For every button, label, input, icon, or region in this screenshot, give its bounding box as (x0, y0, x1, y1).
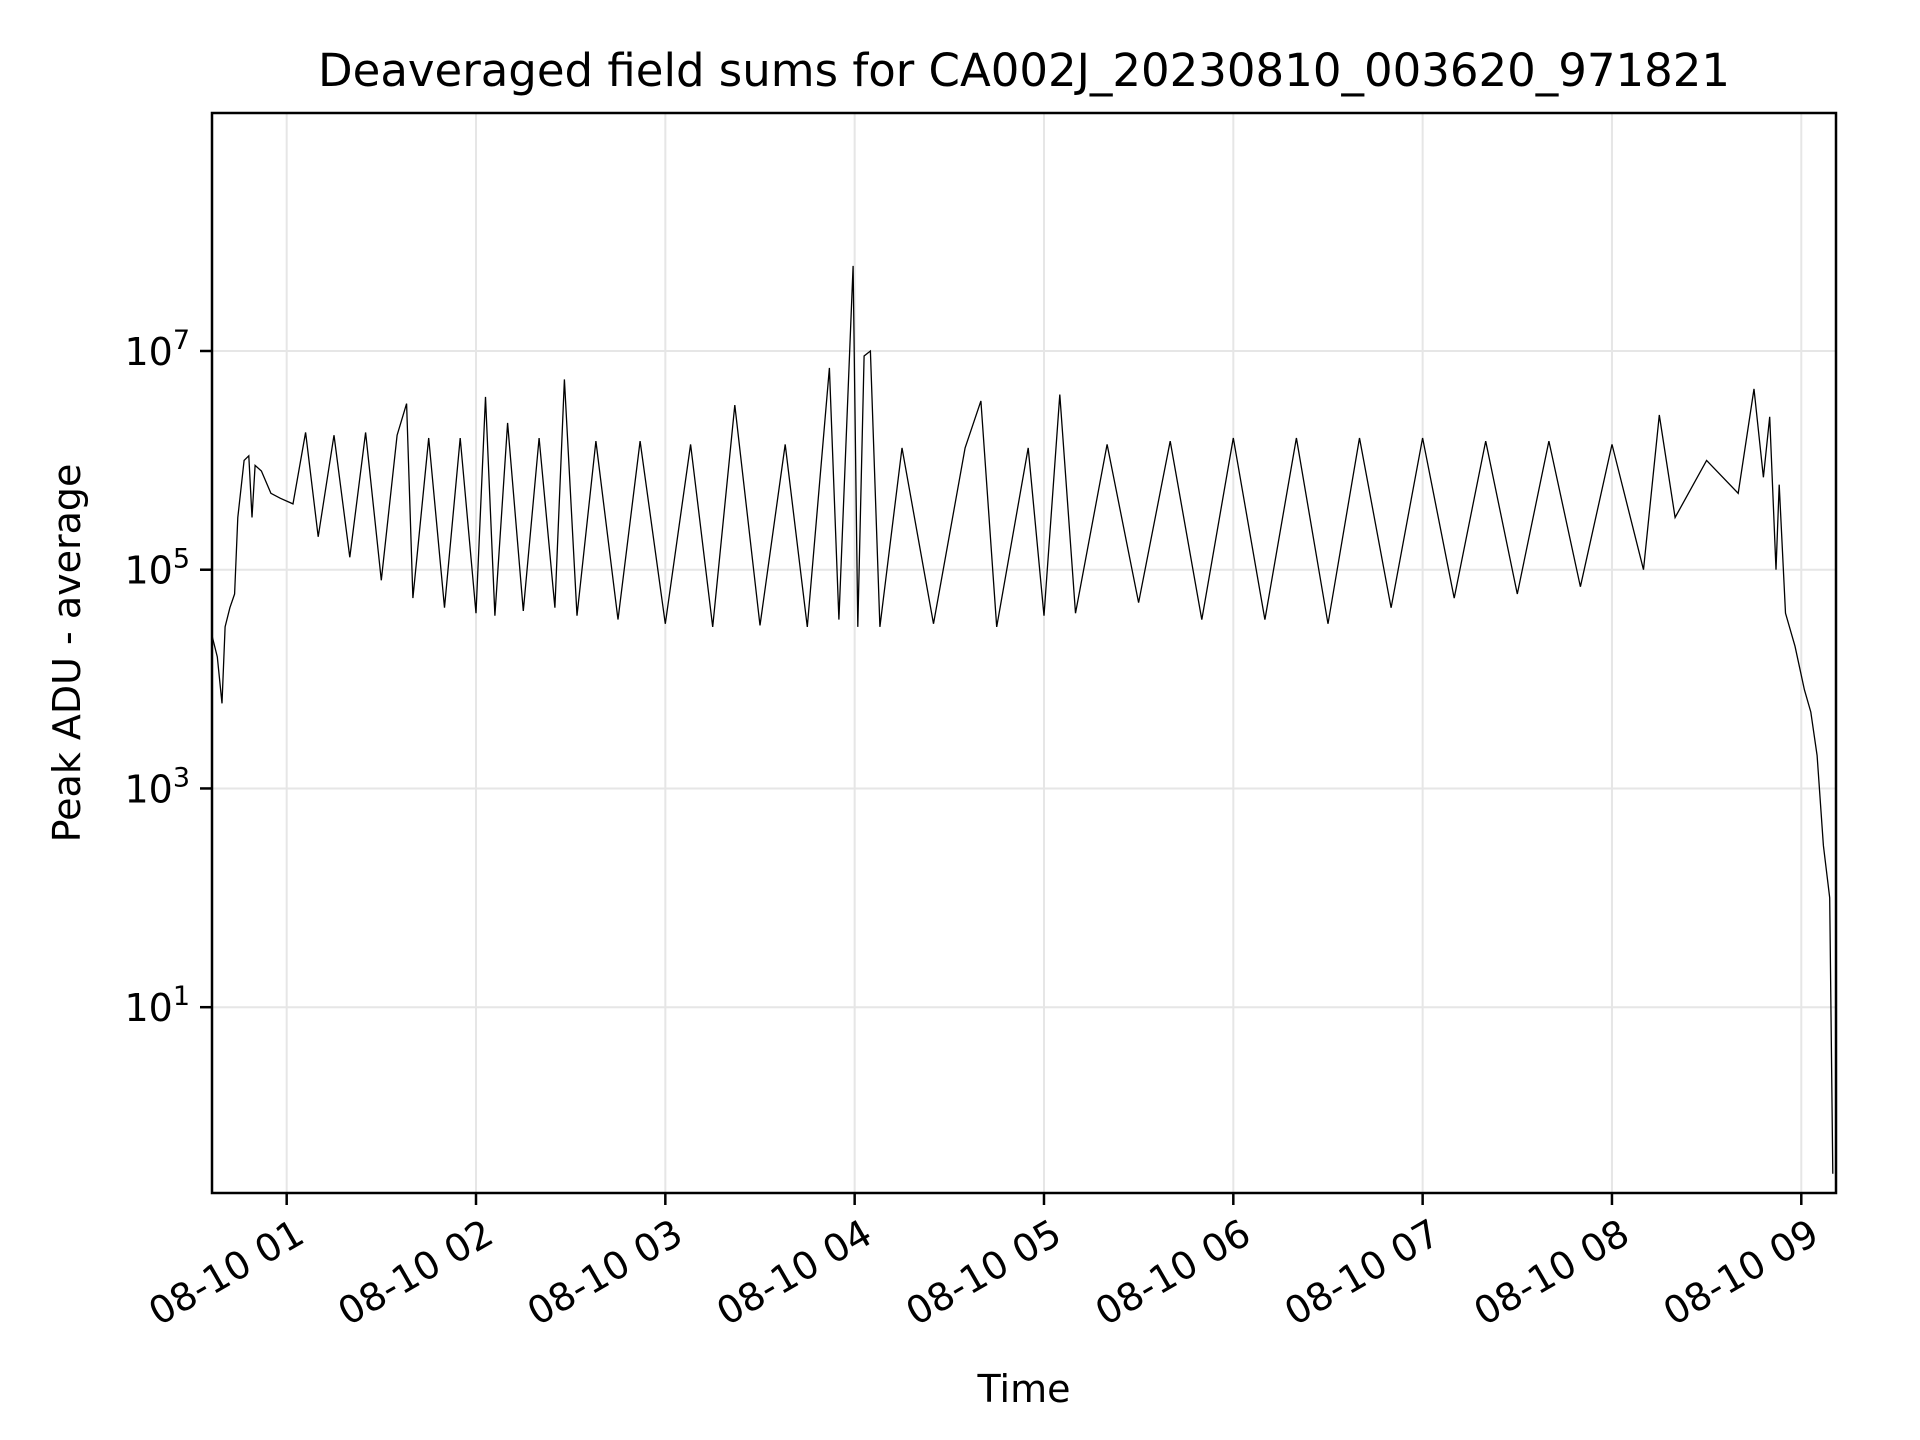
grid (212, 113, 1836, 1193)
series-line (211, 265, 1834, 1174)
y-tick-label: 107 (124, 325, 190, 374)
chart-title: Deaveraged field sums for CA002J_2023081… (318, 44, 1730, 97)
y-axis-label: Peak ADU - average (45, 464, 89, 843)
series-layer (211, 265, 1834, 1174)
y-tick-label: 101 (124, 981, 190, 1030)
plot-frame (210, 111, 1838, 1195)
x-axis-label: Time (977, 1367, 1071, 1411)
y-tick-label: 103 (124, 762, 190, 811)
y-tick-label: 105 (124, 544, 190, 593)
